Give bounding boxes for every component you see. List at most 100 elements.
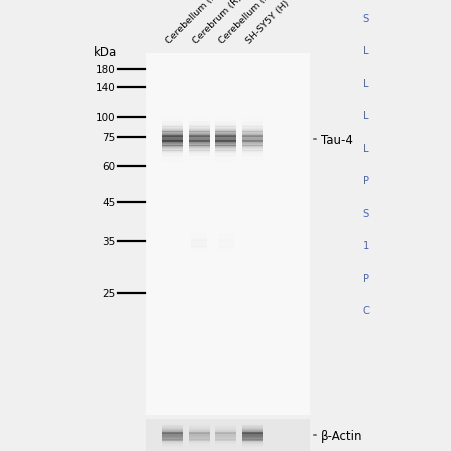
Bar <box>162 120 183 121</box>
Bar <box>191 249 207 251</box>
Bar <box>241 418 262 419</box>
Bar <box>188 423 209 424</box>
Bar <box>241 449 262 450</box>
Bar <box>215 441 236 442</box>
Bar <box>146 419 309 451</box>
Bar <box>215 424 236 425</box>
Bar <box>188 441 209 442</box>
Bar <box>215 148 236 150</box>
Bar <box>217 253 233 254</box>
Bar <box>191 235 207 236</box>
Bar <box>188 425 209 426</box>
Bar <box>241 432 262 433</box>
Bar <box>241 425 262 426</box>
Bar <box>215 426 236 427</box>
Bar <box>215 115 236 117</box>
Bar <box>188 446 209 447</box>
Bar <box>217 235 233 237</box>
Bar <box>241 441 262 442</box>
Bar <box>188 439 209 441</box>
Bar <box>162 426 183 427</box>
Bar <box>241 444 262 445</box>
Bar <box>215 140 236 141</box>
Bar <box>217 249 233 250</box>
Bar <box>191 236 207 238</box>
Bar <box>241 164 262 165</box>
Text: P: P <box>362 176 368 186</box>
Bar <box>241 153 262 155</box>
Bar <box>191 233 207 234</box>
Bar <box>191 242 207 243</box>
Bar <box>188 128 209 130</box>
Bar <box>188 152 209 154</box>
Bar <box>191 238 207 239</box>
Bar <box>188 127 209 129</box>
Bar <box>162 419 183 421</box>
Bar <box>162 134 183 136</box>
Bar <box>217 229 233 230</box>
Bar <box>191 259 207 260</box>
Bar <box>215 419 236 421</box>
Bar <box>162 126 183 127</box>
Bar <box>188 164 209 165</box>
Bar <box>162 117 183 119</box>
Bar <box>188 443 209 444</box>
Bar <box>241 133 262 135</box>
Bar <box>162 438 183 440</box>
Bar <box>188 422 209 423</box>
Bar <box>215 419 236 420</box>
Bar <box>215 422 236 423</box>
Bar <box>215 123 236 125</box>
Bar <box>162 425 183 426</box>
Bar <box>162 434 183 435</box>
Bar <box>191 251 207 253</box>
Bar <box>162 429 183 430</box>
Bar <box>162 444 183 445</box>
Bar <box>191 235 207 237</box>
Bar <box>162 432 183 433</box>
Bar <box>215 152 236 154</box>
Bar <box>191 247 207 248</box>
Bar <box>241 160 262 161</box>
Bar <box>188 159 209 160</box>
Text: L: L <box>362 111 367 121</box>
Bar <box>162 124 183 126</box>
Bar <box>162 155 183 156</box>
Bar <box>162 145 183 146</box>
Bar <box>215 155 236 156</box>
Bar <box>162 435 183 436</box>
Bar <box>241 435 262 436</box>
Bar <box>241 161 262 163</box>
Bar <box>241 426 262 427</box>
Bar <box>215 428 236 429</box>
Text: L: L <box>362 143 367 153</box>
Bar <box>215 128 236 130</box>
Bar <box>162 436 183 437</box>
Bar <box>241 426 262 428</box>
Bar <box>217 254 233 255</box>
Bar <box>241 155 262 156</box>
Bar <box>217 237 233 239</box>
Bar <box>215 429 236 430</box>
Bar <box>215 153 236 155</box>
Bar <box>241 421 262 422</box>
Bar <box>162 127 183 129</box>
Bar <box>162 131 183 133</box>
Bar <box>215 131 236 133</box>
Bar <box>162 439 183 441</box>
Bar <box>241 162 262 164</box>
Bar <box>215 127 236 129</box>
Bar <box>188 436 209 437</box>
Bar <box>217 252 233 253</box>
Bar <box>215 421 236 422</box>
Bar <box>162 437 183 439</box>
Bar <box>188 435 209 436</box>
Bar <box>217 233 233 234</box>
Bar <box>215 121 236 122</box>
Bar <box>215 134 236 136</box>
Bar <box>188 445 209 446</box>
Bar <box>241 136 262 138</box>
Bar <box>215 444 236 445</box>
Bar <box>146 54 309 415</box>
Bar <box>241 123 262 125</box>
